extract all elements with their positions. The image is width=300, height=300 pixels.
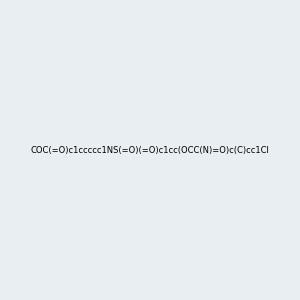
Text: COC(=O)c1ccccc1NS(=O)(=O)c1cc(OCC(N)=O)c(C)cc1Cl: COC(=O)c1ccccc1NS(=O)(=O)c1cc(OCC(N)=O)c… xyxy=(31,146,269,154)
